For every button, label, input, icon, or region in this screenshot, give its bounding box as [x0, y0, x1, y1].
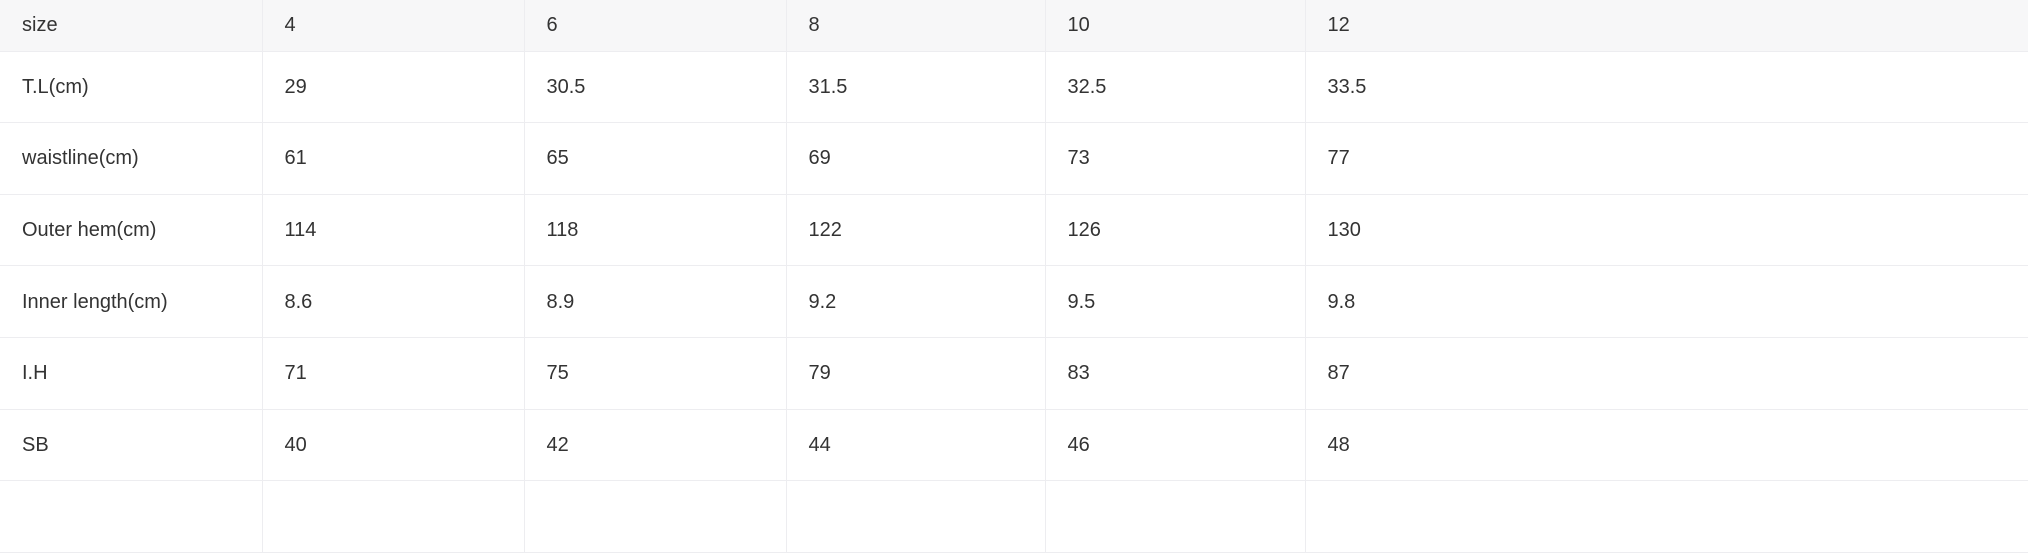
cell-value: 83: [1045, 337, 1306, 410]
cell-value: 130: [1305, 194, 2028, 267]
cell-value: [786, 480, 1046, 553]
cell-value: 48: [1305, 409, 2028, 482]
cell-value: 87: [1305, 337, 2028, 410]
table-header-row: size 4 6 8 10 12: [0, 0, 2028, 52]
cell-value: 9.5: [1045, 265, 1306, 339]
table-row: waistline(cm) 61 65 69 73 77: [0, 122, 2028, 195]
cell-value: 77: [1305, 122, 2028, 195]
cell-value: 9.8: [1305, 265, 2028, 339]
cell-value: 9.2: [786, 265, 1046, 339]
table-header: size 4 6 8 10 12: [0, 0, 2028, 52]
column-header-size-10: 10: [1045, 0, 1306, 52]
row-label: T.L(cm): [0, 51, 263, 124]
cell-value: 29: [262, 51, 525, 124]
table-row: SB 40 42 44 46 48: [0, 409, 2028, 482]
cell-value: 73: [1045, 122, 1306, 195]
cell-value: 32.5: [1045, 51, 1306, 124]
table-row: Outer hem(cm) 114 118 122 126 130: [0, 194, 2028, 267]
cell-value: 31.5: [786, 51, 1046, 124]
cell-value: 33.5: [1305, 51, 2028, 124]
cell-value: 69: [786, 122, 1046, 195]
cell-value: 126: [1045, 194, 1306, 267]
cell-value: 65: [524, 122, 787, 195]
cell-value: 61: [262, 122, 525, 195]
row-label: waistline(cm): [0, 122, 263, 195]
table-row-empty: [0, 480, 2028, 553]
table-row: T.L(cm) 29 30.5 31.5 32.5 33.5: [0, 51, 2028, 124]
cell-value: 79: [786, 337, 1046, 410]
cell-value: 8.6: [262, 265, 525, 339]
row-label: I.H: [0, 337, 263, 410]
cell-value: [524, 480, 787, 553]
cell-value: [1045, 480, 1306, 553]
cell-value: 71: [262, 337, 525, 410]
cell-value: 8.9: [524, 265, 787, 339]
cell-value: 46: [1045, 409, 1306, 482]
cell-value: [1305, 480, 2028, 553]
table-body: T.L(cm) 29 30.5 31.5 32.5 33.5 waistline…: [0, 51, 2028, 553]
column-header-size-8: 8: [786, 0, 1046, 52]
cell-value: 40: [262, 409, 525, 482]
cell-value: [262, 480, 525, 553]
row-label: Inner length(cm): [0, 265, 263, 339]
cell-value: 118: [524, 194, 787, 267]
column-header-size: size: [0, 0, 263, 52]
row-label: Outer hem(cm): [0, 194, 263, 267]
column-header-size-4: 4: [262, 0, 525, 52]
cell-value: 42: [524, 409, 787, 482]
column-header-size-12: 12: [1305, 0, 2028, 52]
row-label: SB: [0, 409, 263, 482]
column-header-size-6: 6: [524, 0, 787, 52]
table-row: I.H 71 75 79 83 87: [0, 337, 2028, 410]
cell-value: 114: [262, 194, 525, 267]
row-label: [0, 480, 263, 553]
cell-value: 44: [786, 409, 1046, 482]
cell-value: 75: [524, 337, 787, 410]
cell-value: 122: [786, 194, 1046, 267]
cell-value: 30.5: [524, 51, 787, 124]
table-row: Inner length(cm) 8.6 8.9 9.2 9.5 9.8: [0, 265, 2028, 339]
